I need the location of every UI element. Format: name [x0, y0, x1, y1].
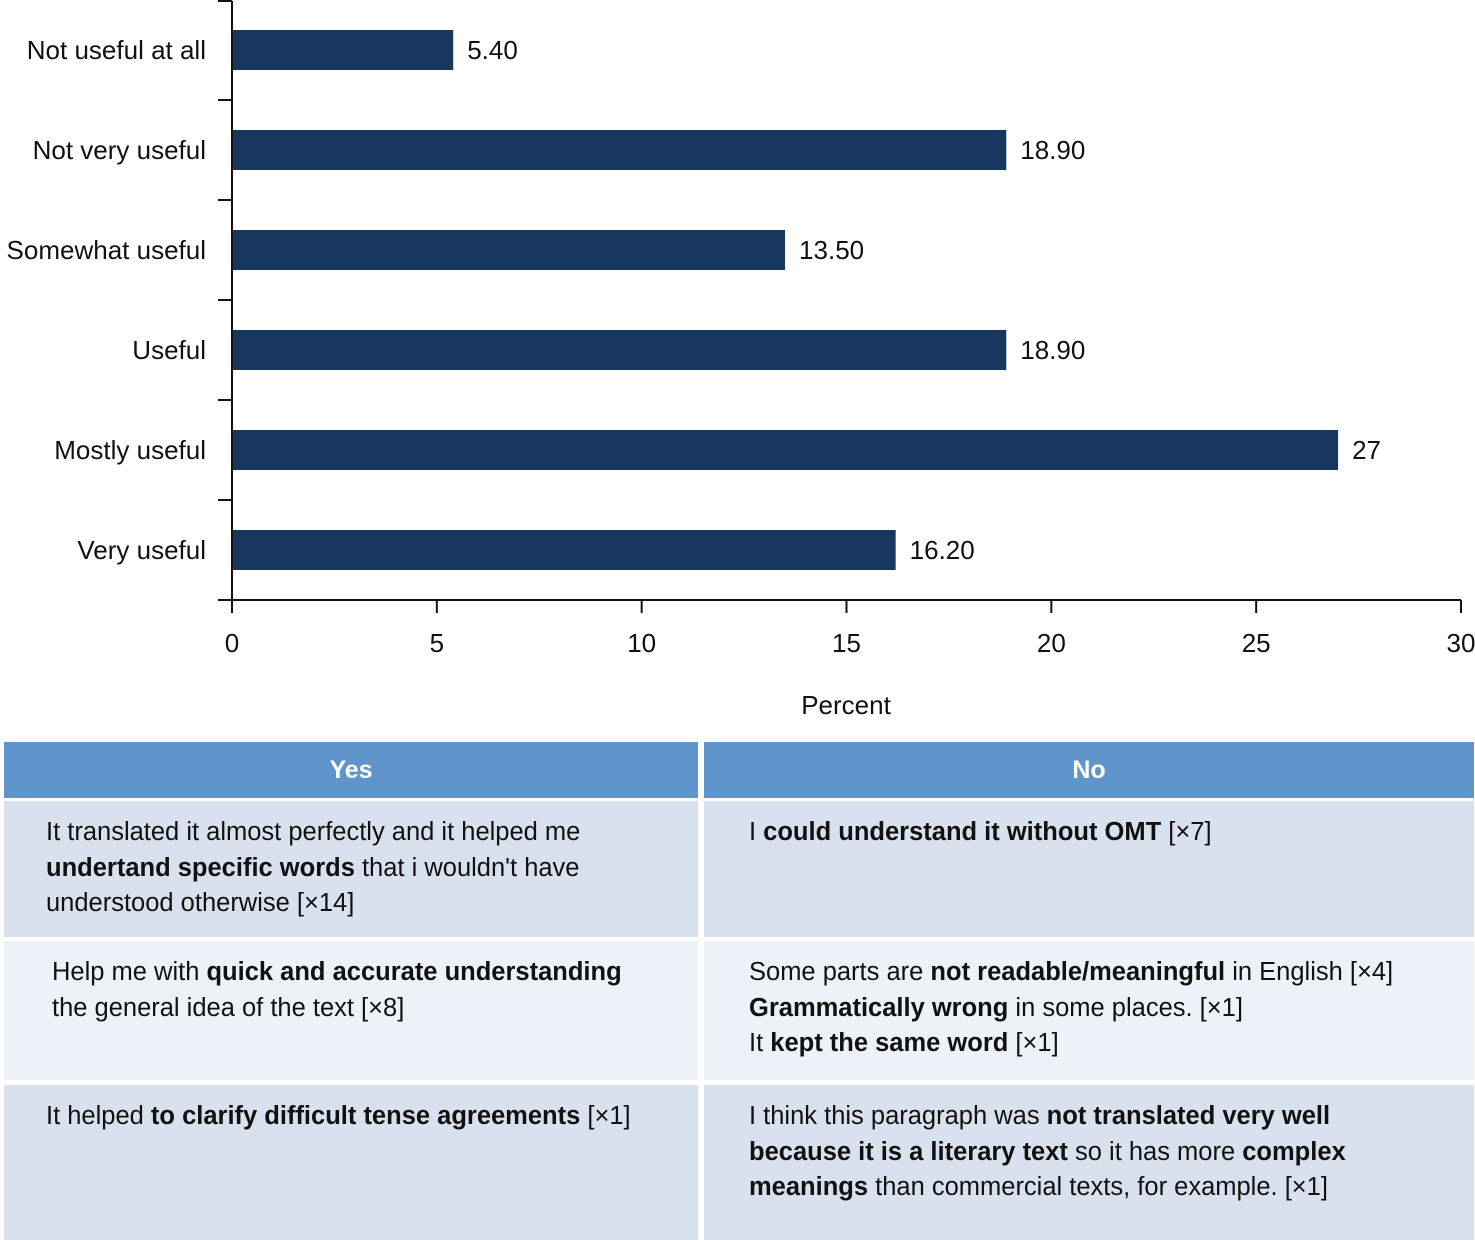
text: Some parts are [749, 958, 931, 986]
text: so it has more [1067, 1137, 1243, 1166]
cell-line: It translated it almost perfectly and it… [46, 815, 698, 851]
text: in English [×4] [1225, 958, 1394, 986]
bold-text: could understand it without OMT [763, 818, 1162, 846]
cell-line: I think this paragraph was not translate… [749, 1099, 1474, 1135]
cell-line: Help me with quick and accurate understa… [52, 955, 698, 991]
text: I think this paragraph was [749, 1102, 1047, 1130]
bar [233, 430, 1339, 470]
value-label: 13.50 [799, 235, 864, 265]
bar [233, 30, 454, 70]
bar [233, 330, 1007, 370]
text: than commercial texts, for example. [×1] [868, 1173, 1328, 1201]
category-label: Not very useful [33, 135, 206, 165]
x-tick-label: 5 [430, 628, 444, 658]
bar-chart: 0 5 10 15 20 25 30 Percent Not useful at all 5.40… [7, 0, 1475, 720]
x-tick-label: 15 [832, 628, 861, 658]
category-label: Useful [132, 335, 206, 365]
text: that i wouldn't have [354, 853, 580, 882]
cell-line: Some parts are not readable/meaningful i… [749, 955, 1474, 991]
x-tick-label: 20 [1037, 628, 1066, 658]
cell-line: meanings than commercial texts, for exam… [749, 1170, 1474, 1206]
header-yes: Yes [4, 742, 698, 798]
bold-text: undertand specific words [46, 853, 355, 882]
bold-text: not translated very well [1046, 1102, 1331, 1130]
value-label: 18.90 [1020, 135, 1085, 165]
x-tick-label: 25 [1242, 628, 1271, 658]
x-axis-label: Percent [801, 690, 891, 720]
bold-text: to clarify difficult tense agreements [150, 1102, 581, 1130]
text: It [749, 1029, 771, 1057]
category-label: Somewhat useful [7, 235, 206, 265]
cell-line: I could understand it without OMT [×7] [749, 815, 1474, 851]
text: [×1] [580, 1102, 631, 1130]
category-label: Mostly useful [54, 435, 206, 465]
text: It helped [46, 1102, 151, 1130]
bar [233, 130, 1007, 170]
bold-text: because it is a literary text [749, 1137, 1068, 1166]
category-label: Not useful at all [27, 35, 206, 65]
x-tick-label: 30 [1447, 628, 1475, 658]
text: It translated it almost perfectly and it… [46, 818, 581, 846]
cell-line: undertand specific words that i wouldn't… [46, 851, 698, 887]
bold-text: not readable/meaningful [930, 958, 1226, 986]
bold-text: kept the same word [770, 1029, 1009, 1057]
category-label: Very useful [77, 535, 206, 565]
cell-line: It helped to clarify difficult tense agr… [46, 1099, 698, 1135]
text: [×7] [1161, 818, 1212, 846]
cell-line: understood otherwise [×14] [46, 886, 698, 922]
table-cell-no: I think this paragraph was not translate… [704, 1085, 1474, 1240]
value-label: 5.40 [467, 35, 518, 65]
x-tick-label: 0 [225, 628, 239, 658]
cell-line: Grammatically wrong in some places. [×1] [749, 991, 1474, 1027]
text: the general idea of the text [×8] [52, 993, 405, 1022]
value-label: 16.20 [910, 535, 975, 565]
table-cell-no: Some parts are not readable/meaningful i… [704, 941, 1474, 1080]
bold-text: Grammatically wrong [749, 993, 1009, 1022]
header-no: No [704, 742, 1474, 798]
table-cell-no: I could understand it without OMT [×7] [704, 801, 1474, 937]
bold-text: quick and accurate understanding [206, 958, 622, 986]
bar [233, 230, 786, 270]
text: Help me with [52, 958, 207, 986]
bold-text: complex [1242, 1137, 1346, 1166]
table-cell-yes: It helped to clarify difficult tense agr… [4, 1085, 698, 1240]
cell-line: the general idea of the text [×8] [52, 991, 698, 1027]
x-tick-label: 10 [627, 628, 656, 658]
table-cell-yes: Help me with quick and accurate understa… [4, 941, 698, 1080]
cell-line: It kept the same word [×1] [749, 1026, 1474, 1062]
bold-text: meanings [749, 1173, 869, 1201]
bar [233, 530, 896, 570]
value-label: 18.90 [1020, 335, 1085, 365]
value-label: 27 [1352, 435, 1381, 465]
text: [×1] [1008, 1029, 1059, 1057]
text: understood otherwise [×14] [46, 889, 355, 917]
cell-line: because it is a literary text so it has … [749, 1135, 1474, 1171]
table-cell-yes: It translated it almost perfectly and it… [4, 801, 698, 937]
text: in some places. [×1] [1008, 993, 1243, 1022]
text: I [749, 818, 764, 846]
